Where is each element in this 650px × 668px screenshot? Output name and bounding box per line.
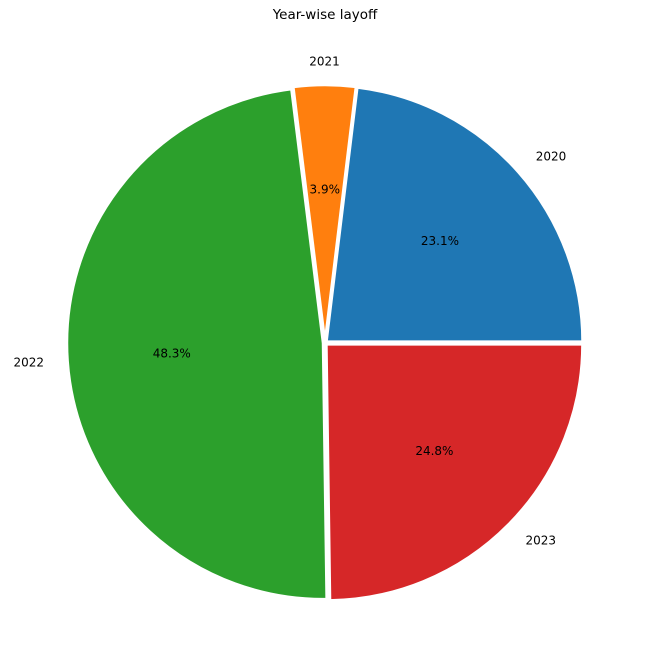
slice-label-2020: 2020 <box>536 149 567 163</box>
pie-slice-2020 <box>325 86 584 343</box>
slice-percent-2023: 24.8% <box>415 444 453 458</box>
pie-slice-2022 <box>65 87 328 601</box>
pie-labels: 2020 23.1% 2021 3.9% 2022 48.3% 2023 24.8% <box>14 54 567 547</box>
slice-percent-2022: 48.3% <box>153 347 191 361</box>
pie-slice-2023 <box>325 343 584 602</box>
slice-percent-2021: 3.9% <box>310 182 341 196</box>
pie-slices <box>65 83 584 602</box>
chart-title: Year-wise layoff <box>272 7 378 23</box>
slice-label-2022: 2022 <box>14 355 45 369</box>
slice-percent-2020: 23.1% <box>421 234 459 248</box>
pie-slice-2021 <box>292 83 358 343</box>
slice-label-2021: 2021 <box>309 54 340 68</box>
slice-label-2023: 2023 <box>526 534 557 548</box>
